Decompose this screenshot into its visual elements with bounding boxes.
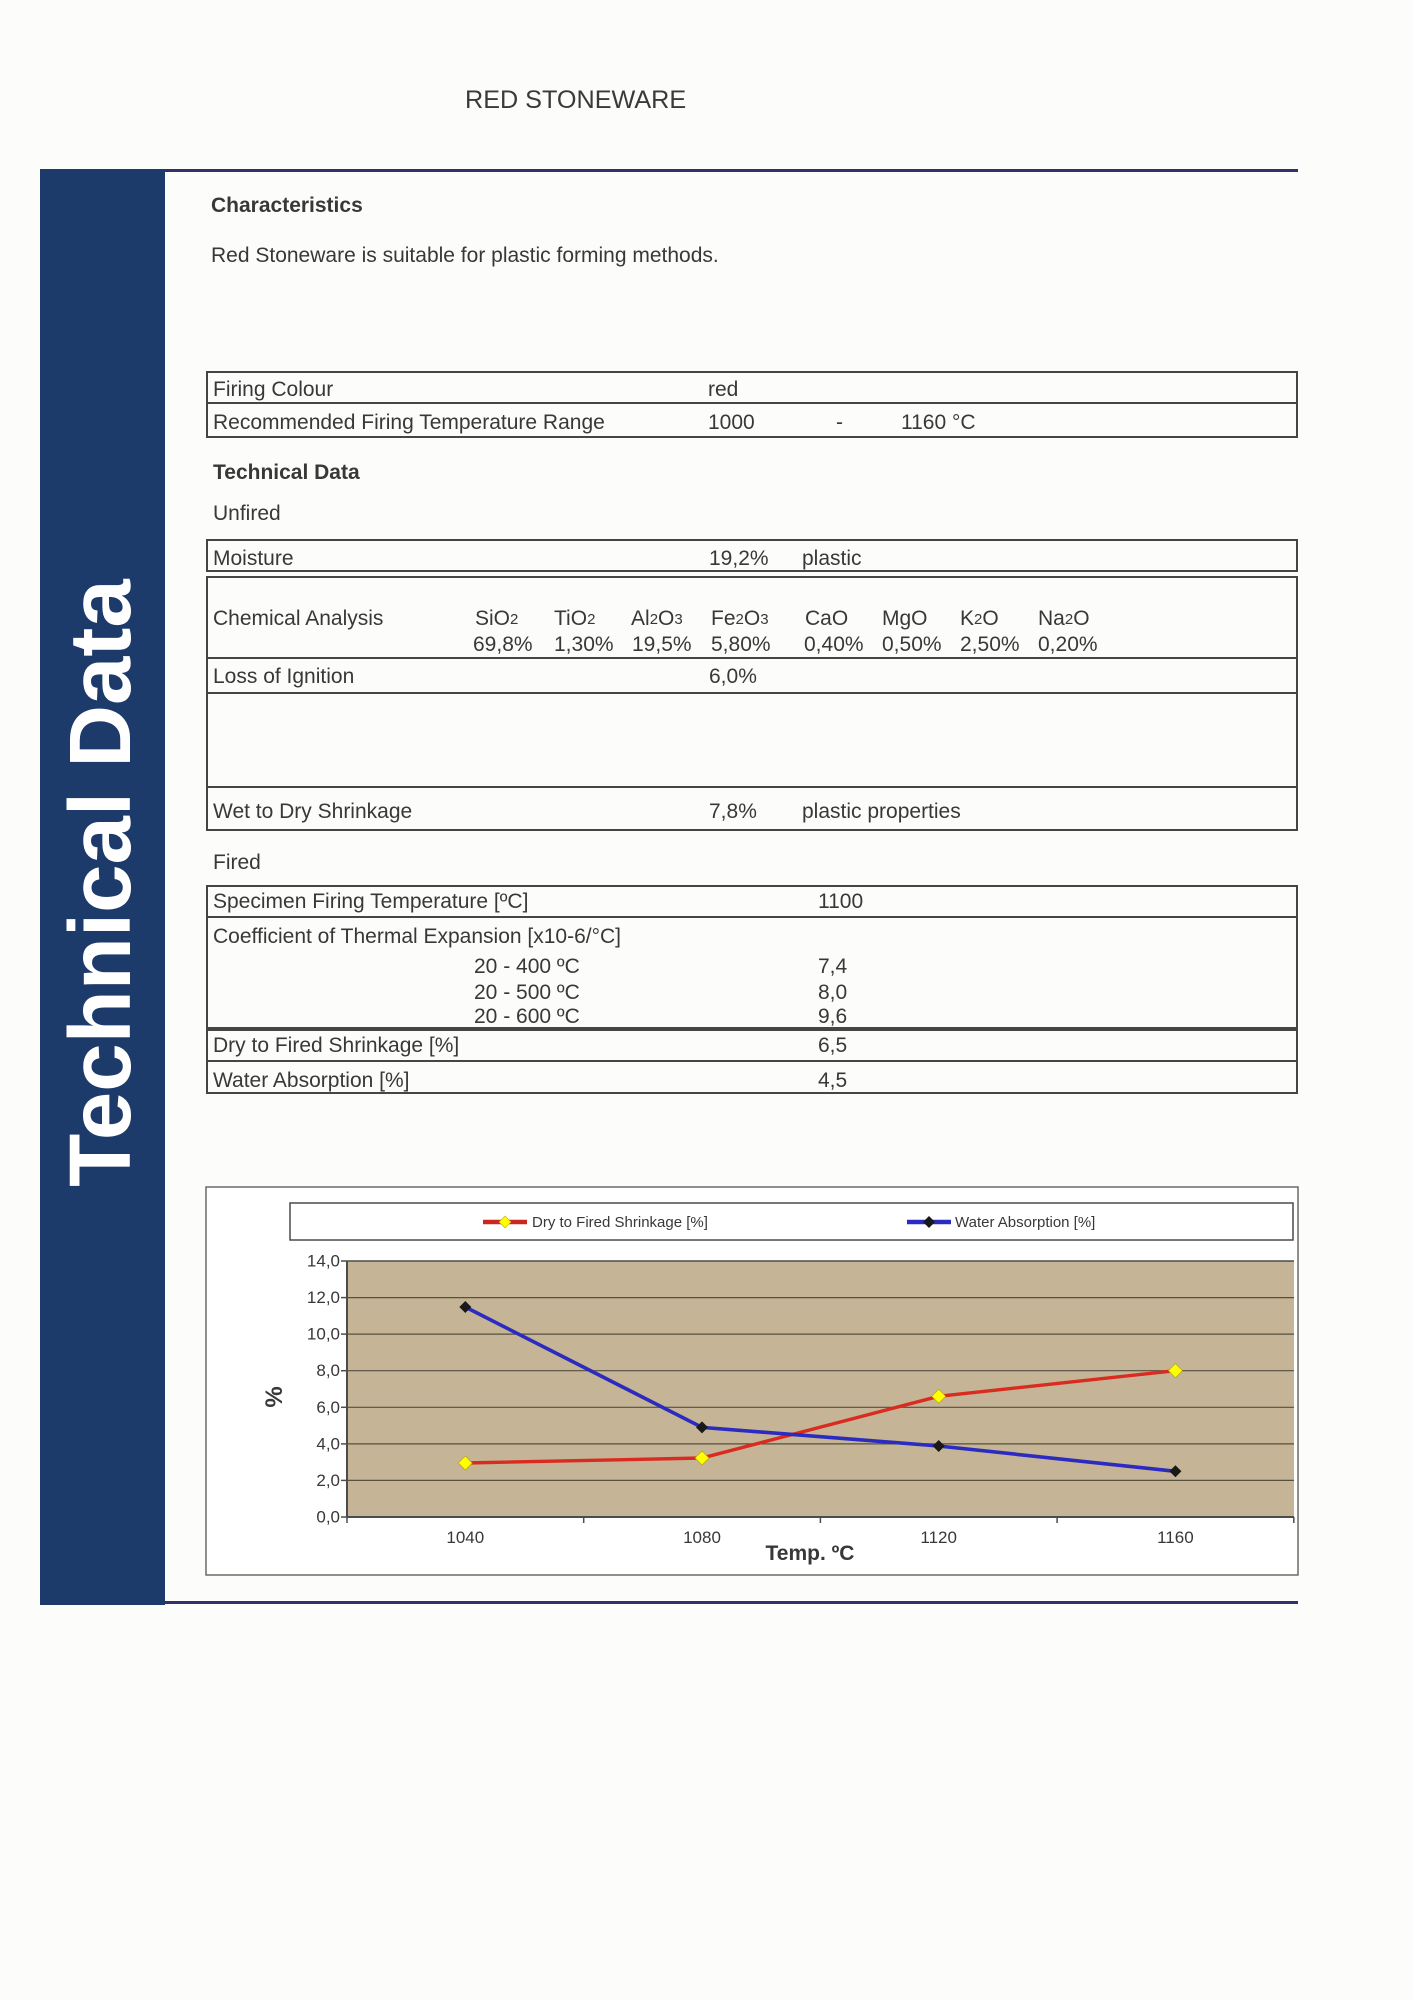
svg-text:14,0: 14,0	[307, 1252, 340, 1271]
svg-text:Temp. ºC: Temp. ºC	[766, 1542, 855, 1565]
svg-text:1080: 1080	[683, 1528, 721, 1547]
svg-text:4,0: 4,0	[316, 1434, 340, 1453]
svg-text:10,0: 10,0	[307, 1325, 340, 1344]
svg-text:Water Absorption [%]: Water Absorption [%]	[955, 1214, 1095, 1231]
svg-text:Dry to Fired Shrinkage [%]: Dry to Fired Shrinkage [%]	[532, 1214, 708, 1231]
svg-text:%: %	[261, 1386, 288, 1407]
svg-text:1160: 1160	[1157, 1528, 1194, 1547]
svg-text:1040: 1040	[446, 1528, 484, 1547]
svg-text:0,0: 0,0	[316, 1508, 340, 1527]
svg-text:8,0: 8,0	[316, 1361, 340, 1380]
svg-text:2,0: 2,0	[316, 1471, 340, 1490]
svg-text:12,0: 12,0	[307, 1288, 340, 1307]
svg-text:1120: 1120	[920, 1528, 957, 1547]
svg-text:6,0: 6,0	[316, 1398, 340, 1417]
